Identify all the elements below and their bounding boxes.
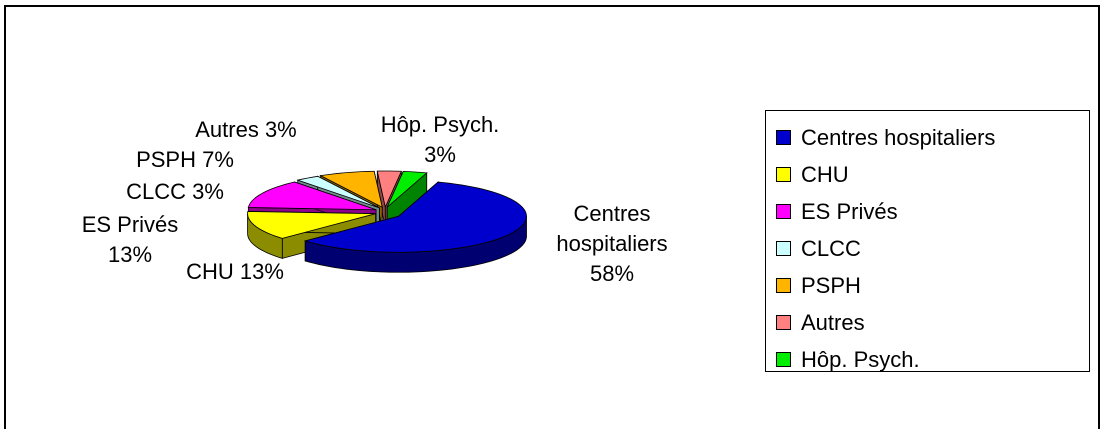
data-label: Centres hospitaliers 58% bbox=[556, 201, 668, 286]
legend-swatch bbox=[776, 352, 791, 367]
legend-item: PSPH bbox=[766, 267, 1089, 304]
legend-label: Centres hospitaliers bbox=[801, 124, 996, 150]
legend-item: CLCC bbox=[766, 230, 1089, 267]
legend-label: Autres bbox=[801, 309, 865, 335]
legend-label: ES Privés bbox=[801, 198, 898, 224]
legend-item: CHU bbox=[766, 156, 1089, 193]
slice bbox=[296, 175, 380, 209]
legend-swatch bbox=[776, 241, 791, 256]
legend: Centres hospitaliers CHU ES Privés CLCC PSPH… bbox=[765, 110, 1090, 372]
slice bbox=[247, 181, 377, 211]
legend-label: Hôp. Psych. bbox=[801, 346, 920, 372]
legend-item: ES Privés bbox=[766, 193, 1089, 230]
data-label: Hôp. Psych. 3% bbox=[380, 112, 500, 167]
data-label: ES Privés 13% bbox=[81, 212, 179, 267]
slice bbox=[319, 170, 383, 208]
data-label: CLCC 3% bbox=[126, 179, 224, 204]
legend-swatch bbox=[776, 204, 791, 219]
slice bbox=[247, 211, 376, 239]
legend-item: Autres bbox=[766, 304, 1089, 341]
legend-label: CHU bbox=[801, 161, 849, 187]
slice bbox=[386, 170, 428, 208]
data-label: PSPH 7% bbox=[136, 147, 234, 172]
slice bbox=[376, 170, 402, 209]
legend-label: PSPH bbox=[801, 272, 861, 298]
legend-swatch bbox=[776, 167, 791, 182]
data-label: Autres 3% bbox=[195, 117, 297, 142]
legend-item: Hôp. Psych. bbox=[766, 341, 1089, 378]
chart-border bbox=[4, 5, 1100, 429]
legend-swatch bbox=[776, 130, 791, 145]
legend-swatch bbox=[776, 278, 791, 293]
legend-label: CLCC bbox=[801, 235, 861, 261]
legend-item: Centres hospitaliers bbox=[766, 119, 1089, 156]
slice bbox=[303, 181, 527, 253]
data-label: CHU 13% bbox=[186, 259, 284, 284]
legend-swatch bbox=[776, 315, 791, 330]
